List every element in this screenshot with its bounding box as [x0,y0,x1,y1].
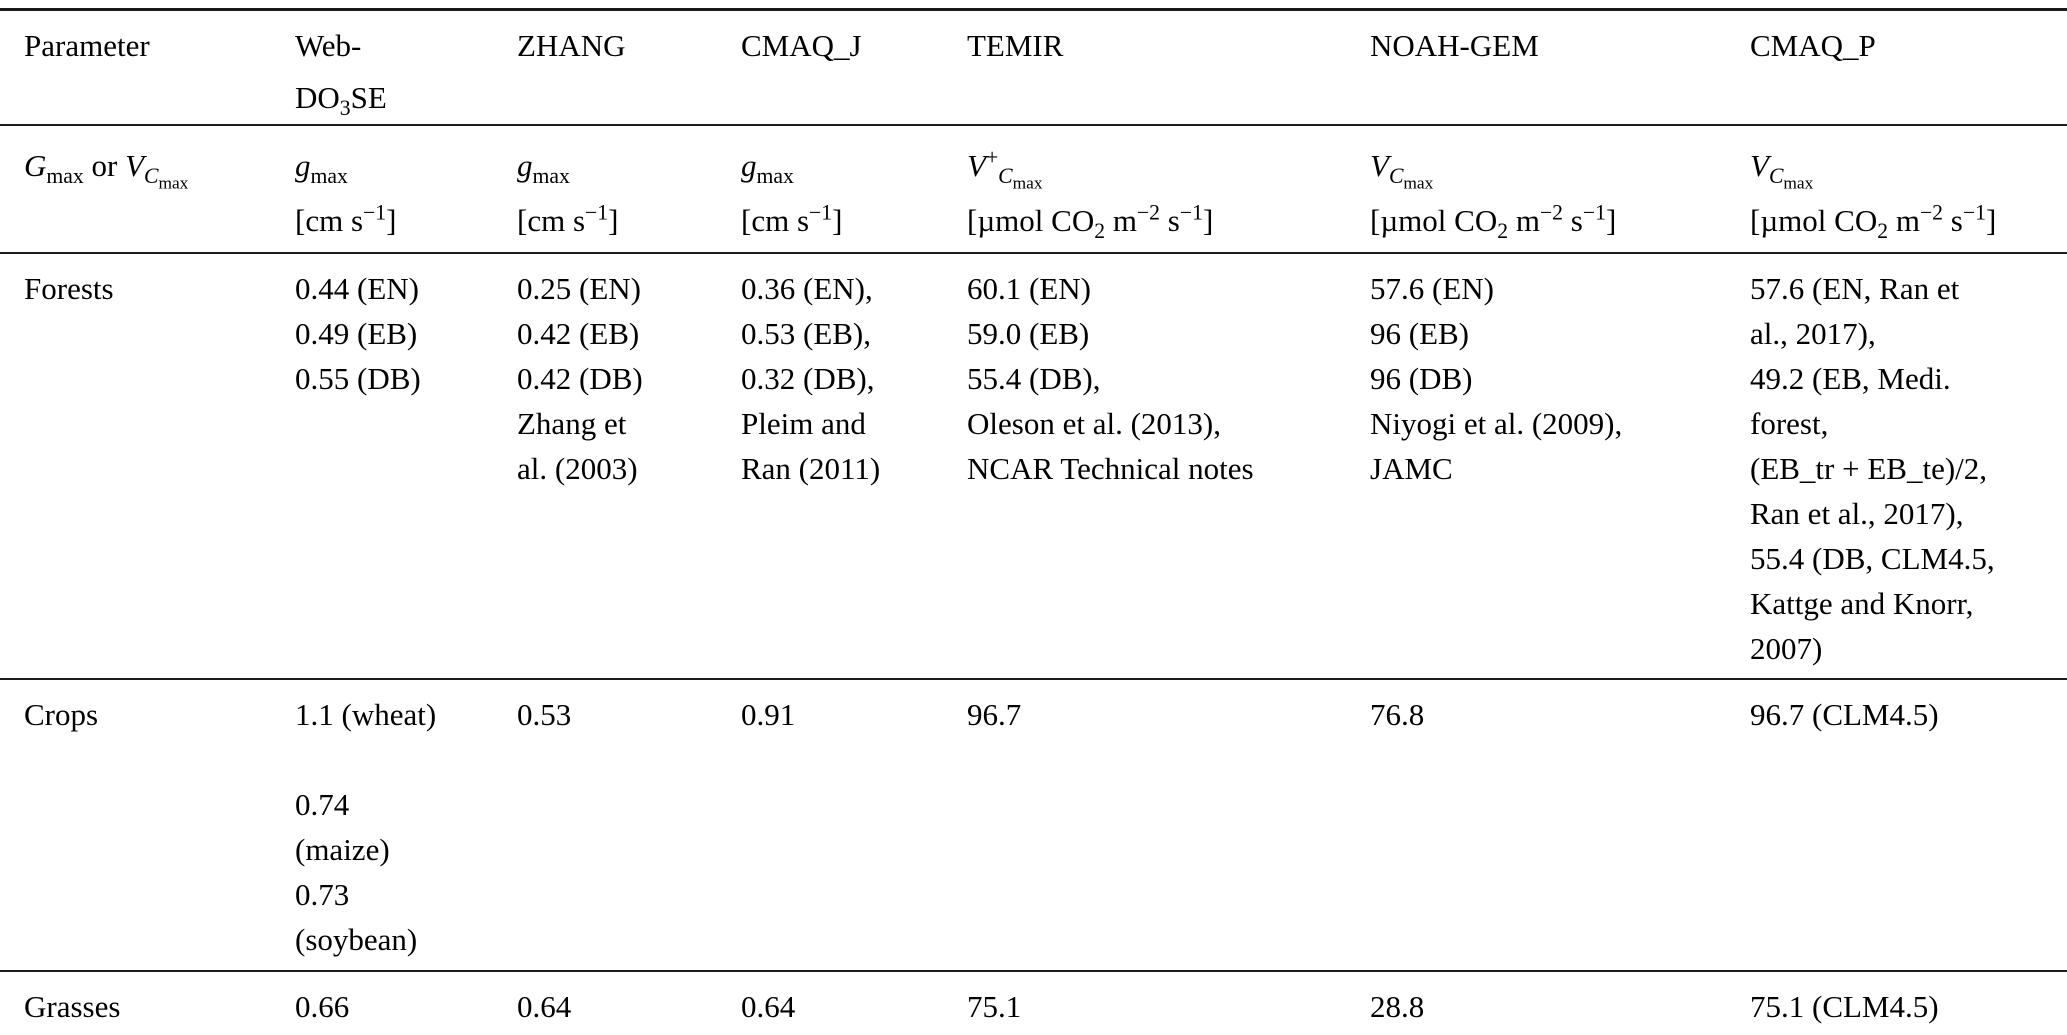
crops-cmaq-p: 96.7 (CLM4.5) [1750,697,1939,732]
forests-web-do3se: 0.44 (EN) 0.49 (EB) 0.55 (DB) [295,271,421,396]
header-noah-gem: NOAH-GEM [1370,28,1539,63]
header-zhang: ZHANG [517,28,626,63]
units-parameter-label: Gmax or VCmax [24,148,189,193]
header-row: Parameter Web- DO3SE ZHANG CMAQ_J TEMIR … [0,10,2067,126]
crops-zhang: 0.53 [517,697,572,732]
units-temir: V+Cmax [µmol CO2 m−2 s−1] [967,145,1214,244]
grasses-web-do3se: 0.66 [295,989,350,1024]
grasses-cmaq-j: 0.64 [741,989,796,1024]
crops-cmaq-j: 0.91 [741,697,796,732]
header-cmaq-j: CMAQ_J [741,28,862,63]
grasses-temir: 75.1 [967,989,1022,1024]
row-label-forests: Forests [24,271,114,306]
row-crops: Crops 1.1 (wheat) 0.74 (maize) 0.73 (soy… [0,679,2067,971]
row-grasses: Grasses 0.66 0.64 0.64 75.1 28.8 75.1 (C… [0,971,2067,1035]
header-temir: TEMIR [967,28,1064,63]
row-label-grasses: Grasses [24,989,121,1024]
row-forests: Forests 0.44 (EN) 0.49 (EB) 0.55 (DB) 0.… [0,253,2067,679]
grasses-noah-gem: 28.8 [1370,989,1425,1024]
forests-noah-gem: 57.6 (EN) 96 (EB) 96 (DB) Niyogi et al. … [1370,271,1623,486]
header-cmaq-p: CMAQ_P [1750,28,1876,63]
forests-cmaq-j: 0.36 (EN), 0.53 (EB), 0.32 (DB), Pleim a… [741,271,881,486]
grasses-zhang: 0.64 [517,989,572,1024]
units-cmaq-p: VCmax [µmol CO2 m−2 s−1] [1750,148,1997,244]
row-label-crops: Crops [24,697,99,732]
parameters-table: Parameter Web- DO3SE ZHANG CMAQ_J TEMIR … [0,8,2067,1035]
header-web-do3se: Web- DO3SE [295,28,387,121]
forests-cmaq-p: 57.6 (EN, Ran et al., 2017), 49.2 (EB, M… [1750,271,1995,666]
crops-web-do3se: 1.1 (wheat) 0.74 (maize) 0.73 (soybean) [295,697,437,957]
units-cmaq-j: gmax [cm s−1] [741,148,843,238]
forests-zhang: 0.25 (EN) 0.42 (EB) 0.42 (DB) Zhang et a… [517,271,643,486]
crops-temir: 96.7 [967,697,1022,732]
forests-temir: 60.1 (EN) 59.0 (EB) 55.4 (DB), Oleson et… [967,271,1254,486]
units-row: Gmax or VCmax gmax [cm s−1] gmax [cm s−1… [0,125,2067,253]
header-parameter: Parameter [24,28,150,63]
units-zhang: gmax [cm s−1] [517,148,619,238]
units-noah-gem: VCmax [µmol CO2 m−2 s−1] [1370,148,1617,244]
units-web-do3se: gmax [cm s−1] [295,148,397,238]
grasses-cmaq-p: 75.1 (CLM4.5) [1750,989,1939,1024]
crops-noah-gem: 76.8 [1370,697,1425,732]
